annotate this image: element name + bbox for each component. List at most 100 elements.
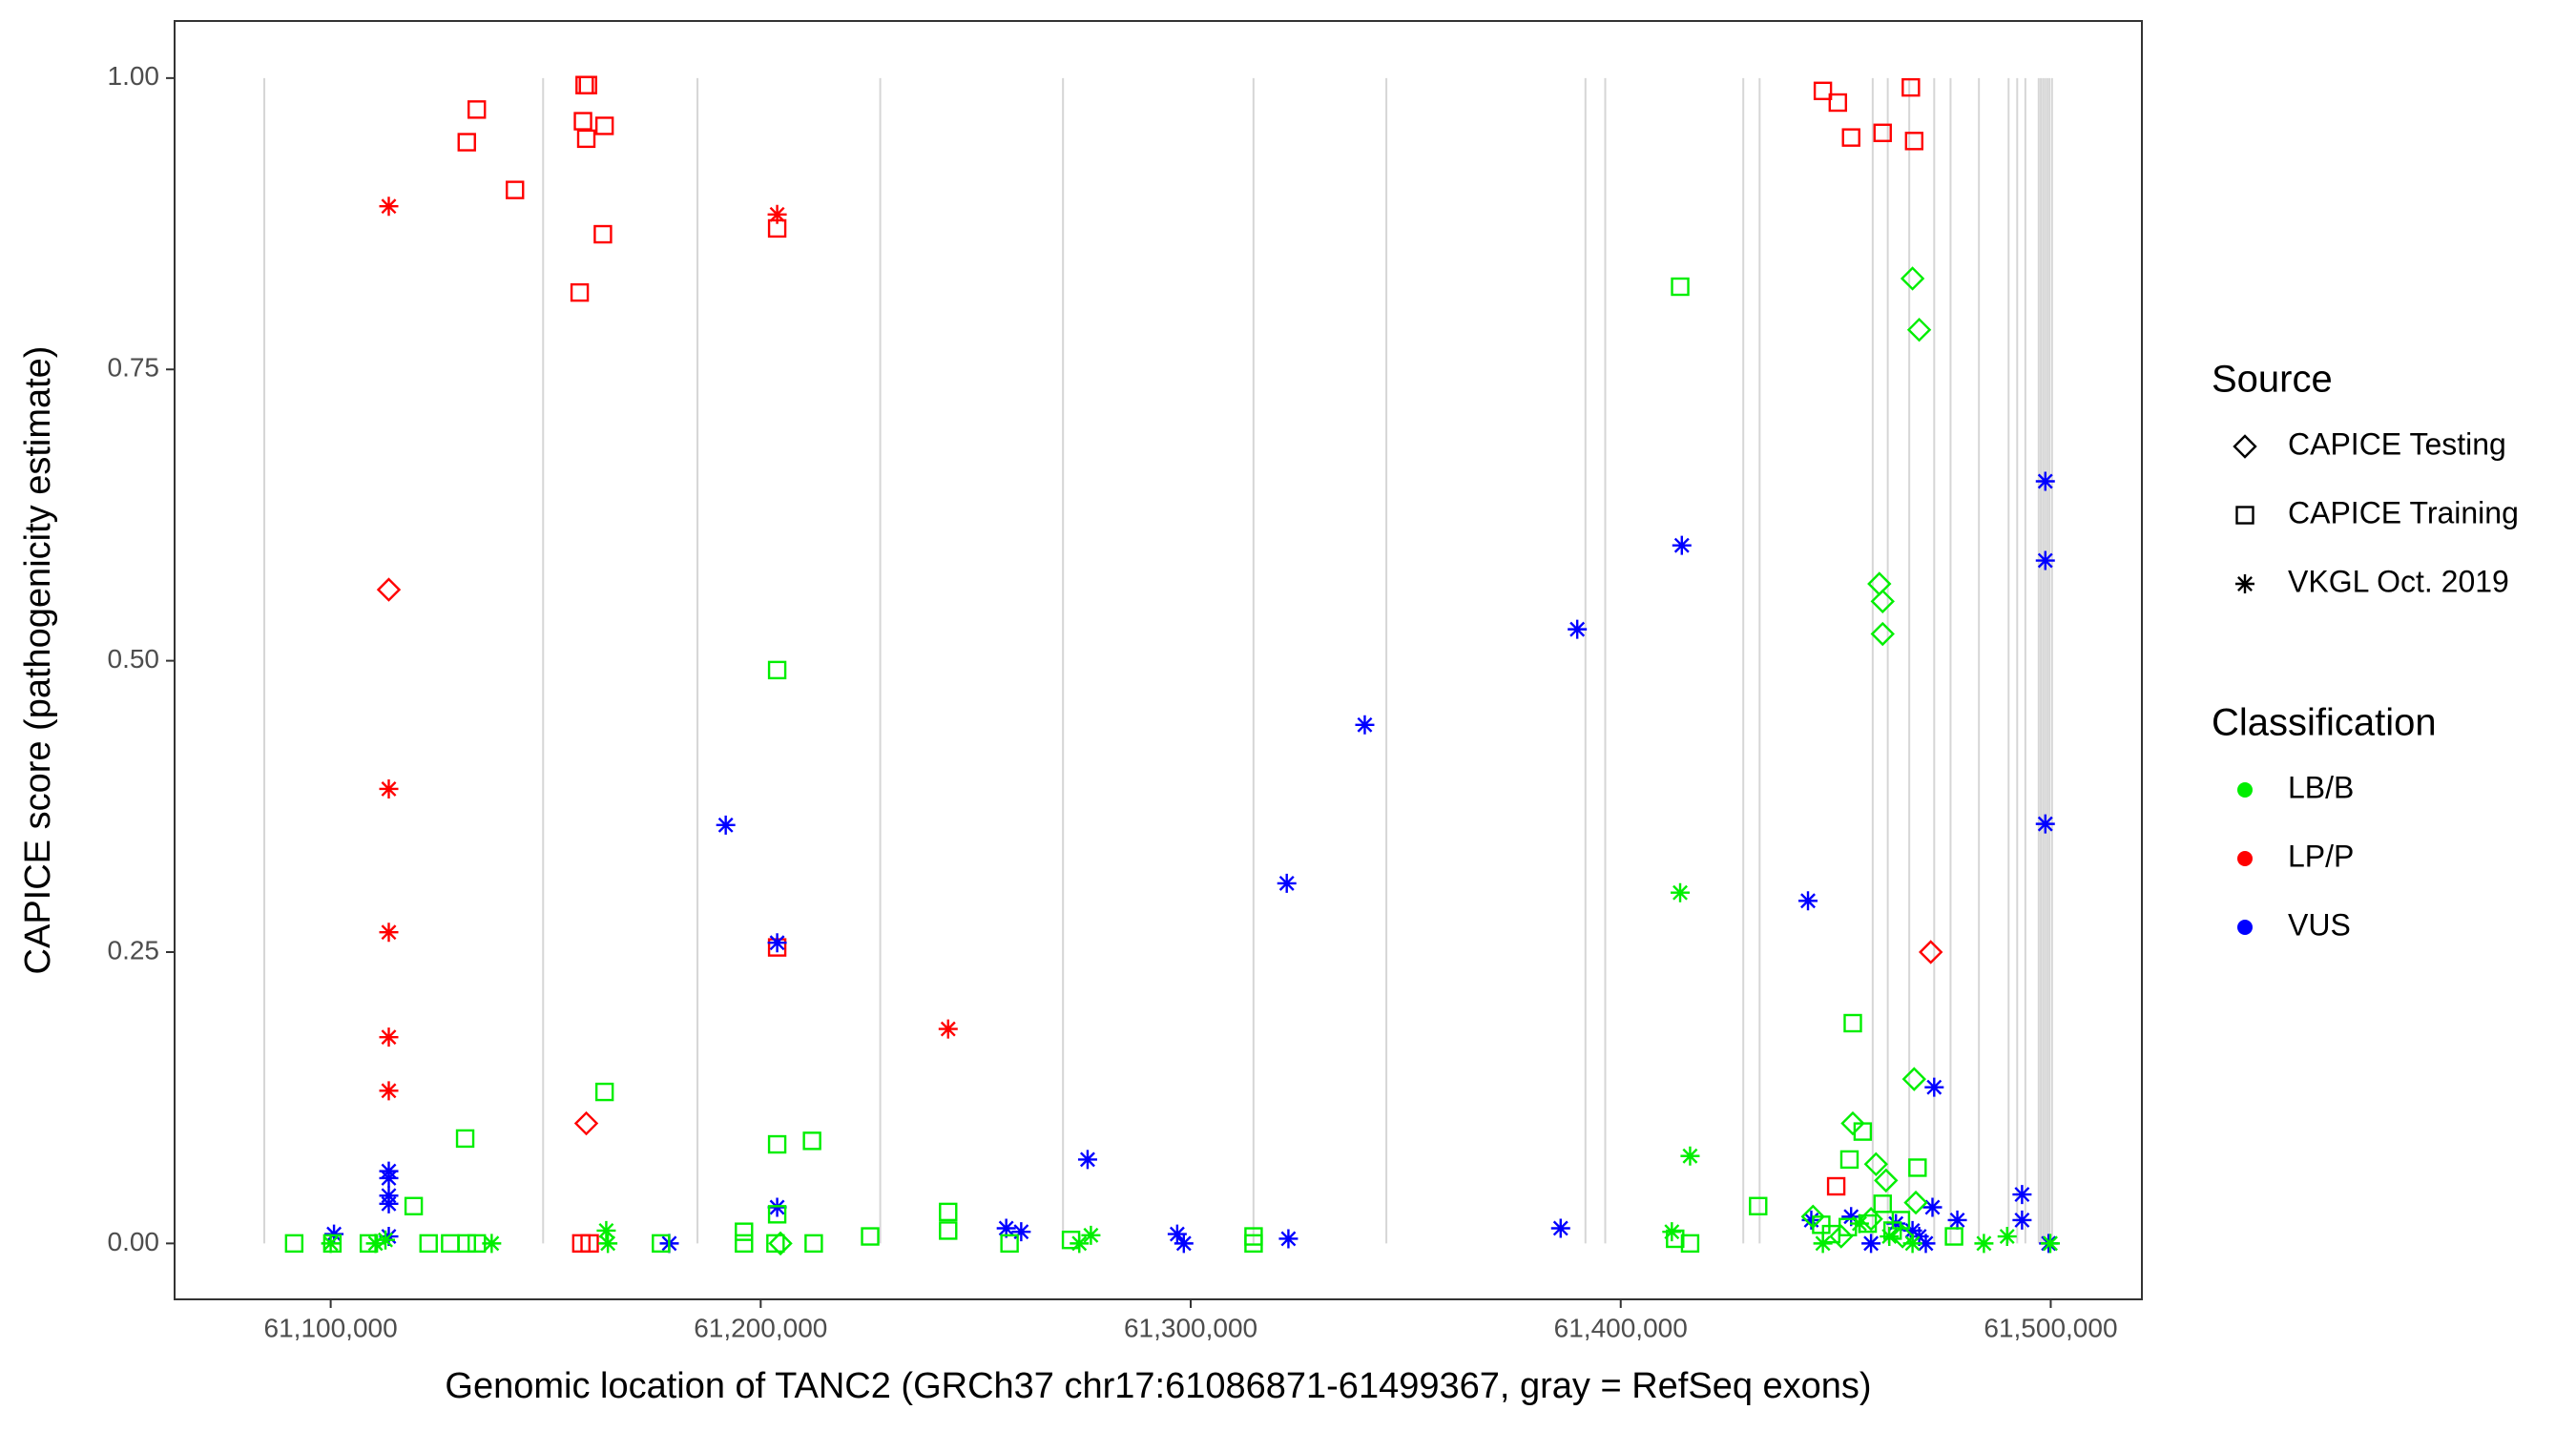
point: [1922, 1197, 1942, 1217]
point: [652, 1234, 671, 1254]
point: [1826, 1176, 1846, 1196]
point: [573, 1110, 599, 1136]
point: [1000, 1234, 1019, 1254]
point: [593, 224, 613, 244]
point: [1801, 1210, 1821, 1230]
point: [1901, 1067, 1926, 1091]
point: [376, 577, 402, 602]
point: [379, 197, 399, 217]
point: [2035, 550, 2055, 570]
point: [1011, 1222, 1031, 1242]
point: [1244, 1234, 1263, 1254]
point: [1798, 891, 1818, 911]
y-tick-label: 0.50: [108, 644, 160, 674]
point: [1906, 318, 1932, 342]
x-tick-label: 61,200,000: [694, 1313, 827, 1342]
legend-entry: CAPICE Training: [2288, 495, 2519, 529]
legend-key: [2237, 851, 2253, 866]
point: [1890, 1224, 1915, 1249]
legend-title: Source: [2212, 359, 2333, 401]
point: [768, 1231, 793, 1256]
point: [1861, 1234, 1881, 1254]
point: [767, 660, 787, 680]
point: [1839, 1150, 1859, 1170]
point: [1829, 1224, 1854, 1249]
point: [1081, 1225, 1101, 1245]
point: [379, 1027, 399, 1047]
point: [1859, 1207, 1883, 1232]
point: [1355, 715, 1375, 735]
point: [1680, 1146, 1700, 1166]
x-tick-label: 61,300,000: [1124, 1313, 1257, 1342]
point: [1900, 266, 1925, 291]
point: [324, 1224, 344, 1244]
point: [1849, 1213, 1869, 1234]
point: [2012, 1210, 2032, 1230]
point: [1550, 1218, 1570, 1238]
point: [580, 1234, 599, 1254]
point: [1924, 1077, 1944, 1097]
point: [1672, 535, 1692, 555]
y-tick-label: 0.25: [108, 935, 160, 964]
point-layer: [284, 75, 2060, 1256]
axes: 61,100,000 61,200,000 61,300,000 61,400,000…: [108, 61, 2118, 1342]
point: [1873, 123, 1892, 142]
y-tick-label: 1.00: [108, 61, 160, 91]
point: [1904, 132, 1924, 151]
point: [1997, 1227, 2017, 1247]
legend-entry: VUS: [2288, 907, 2351, 942]
point: [379, 923, 399, 943]
x-tick-label: 61,100,000: [264, 1313, 398, 1342]
point: [1902, 1234, 1922, 1254]
point: [2035, 814, 2055, 834]
point: [804, 1234, 823, 1254]
x-tick-label: 61,500,000: [1984, 1313, 2117, 1342]
point: [802, 1131, 821, 1151]
point: [573, 112, 592, 131]
point: [1863, 1151, 1889, 1176]
point: [2035, 471, 2055, 491]
point: [716, 815, 736, 835]
point: [2041, 1234, 2060, 1254]
point: [419, 1234, 438, 1254]
point: [1662, 1222, 1682, 1242]
point: [578, 75, 597, 94]
point: [767, 1205, 787, 1224]
point: [467, 100, 487, 119]
legend-entry: VKGL Oct. 2019: [2288, 564, 2509, 598]
point: [1278, 1229, 1298, 1249]
point: [506, 180, 525, 199]
point: [365, 1234, 385, 1254]
point: [379, 1193, 399, 1213]
y-tick-label: 0.00: [108, 1227, 160, 1256]
point: [939, 1202, 958, 1222]
point: [1840, 1110, 1865, 1136]
point: [1908, 1158, 1927, 1177]
legend-entry: LB/B: [2288, 770, 2354, 804]
point: [735, 1234, 754, 1254]
point: [1919, 940, 1943, 964]
point: [1947, 1210, 1967, 1230]
point: [1749, 1196, 1768, 1215]
point: [1909, 1227, 1929, 1247]
point: [1800, 1204, 1825, 1229]
point: [1174, 1234, 1194, 1254]
point: [594, 1082, 614, 1102]
point: [1671, 882, 1691, 902]
point: [482, 1234, 502, 1254]
point: [1873, 1194, 1892, 1213]
point: [457, 1234, 476, 1254]
point: [766, 1234, 785, 1254]
legend-entry: LP/P: [2288, 839, 2354, 873]
point: [379, 778, 399, 798]
point: [1813, 1234, 1833, 1254]
plot-panel: [175, 21, 2142, 1299]
point: [1870, 621, 1895, 647]
point: [1812, 1215, 1831, 1234]
point: [1841, 128, 1860, 147]
point: [376, 1230, 396, 1250]
point: [1841, 1207, 1861, 1227]
point: [767, 933, 787, 953]
